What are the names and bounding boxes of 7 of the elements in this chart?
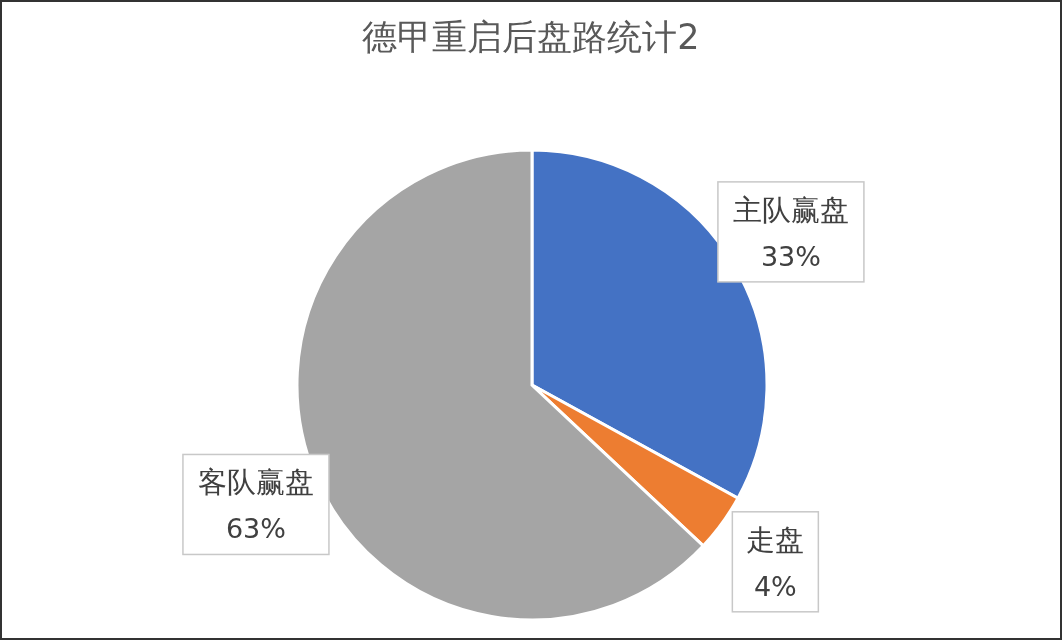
slice-label: 客队赢盘 xyxy=(197,465,314,500)
data-label: 33% xyxy=(760,240,821,272)
chart-title: 德甲重启后盘路统计2 xyxy=(361,16,701,59)
data-label: 63% xyxy=(225,513,286,545)
slice-label: 主队赢盘 xyxy=(732,192,849,227)
data-label: 4% xyxy=(753,570,797,602)
slice-label: 走盘 xyxy=(746,522,805,557)
